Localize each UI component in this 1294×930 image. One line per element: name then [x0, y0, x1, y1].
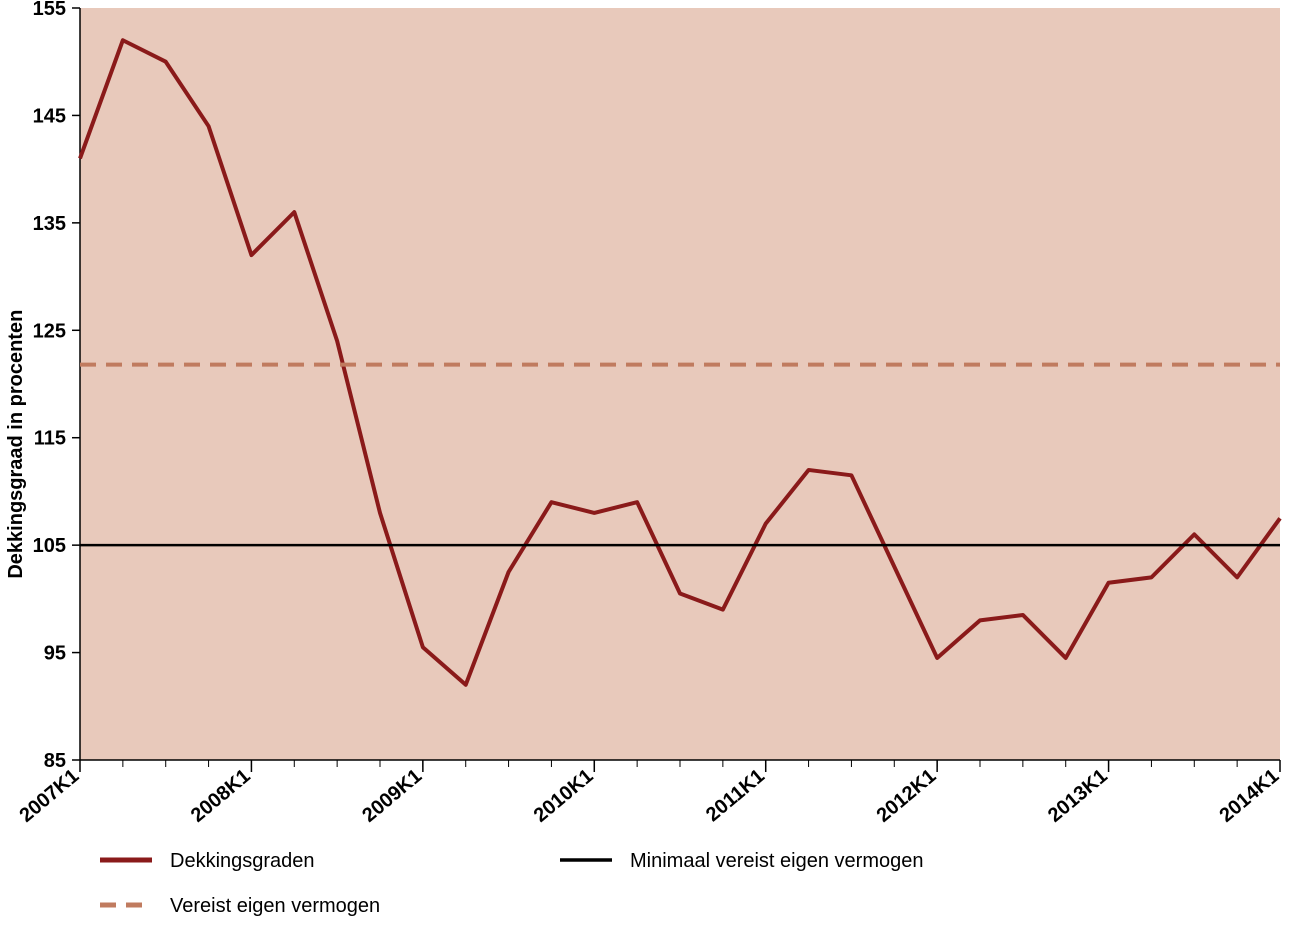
x-tick-label-group: 2013K1 — [1044, 765, 1112, 827]
plot-area — [80, 8, 1280, 760]
y-tick-label: 135 — [33, 213, 66, 235]
x-tick-label-group: 2007K1 — [15, 765, 83, 827]
x-tick-label: 2014K1 — [1215, 765, 1283, 827]
y-tick-label: 125 — [33, 320, 66, 342]
y-tick-label: 155 — [33, 0, 66, 20]
chart-container: 85 95 105 115 125 135 145 155 Dekkingsgraad in p… — [0, 0, 1294, 930]
y-tick-label: 105 — [33, 535, 66, 557]
x-tick-label-group: 2012K1 — [873, 765, 941, 827]
x-tick-label-group: 2010K1 — [530, 765, 598, 827]
y-tick-label: 85 — [44, 750, 66, 772]
x-tick-label-group: 2009K1 — [358, 765, 426, 827]
y-tick-label: 115 — [34, 428, 66, 450]
x-tick-label: 2012K1 — [873, 765, 941, 827]
x-tick-label: 2010K1 — [530, 765, 598, 827]
legend-label-dekkingsgraden: Dekkingsgraden — [170, 850, 315, 872]
legend-label-minimaal: Minimaal vereist eigen vermogen — [630, 850, 923, 872]
legend-label-vereist: Vereist eigen vermogen — [170, 895, 380, 917]
x-tick-label-group: 2014K1 — [1215, 765, 1283, 827]
x-tick-label: 2011K1 — [702, 765, 769, 826]
chart-svg: 85 95 105 115 125 135 145 155 Dekkingsgraad in p… — [0, 0, 1294, 930]
x-tick-label: 2008K1 — [187, 765, 255, 827]
x-tick-label: 2009K1 — [358, 765, 426, 827]
x-tick-label-group: 2008K1 — [187, 765, 255, 827]
x-tick-label: 2007K1 — [15, 765, 83, 827]
y-axis-title: Dekkingsgraad in procenten — [5, 310, 27, 579]
x-tick-label: 2013K1 — [1044, 765, 1112, 827]
y-tick-label: 145 — [33, 105, 66, 127]
y-tick-label: 95 — [44, 643, 66, 665]
x-tick-label-group: 2011K1 — [702, 765, 769, 826]
